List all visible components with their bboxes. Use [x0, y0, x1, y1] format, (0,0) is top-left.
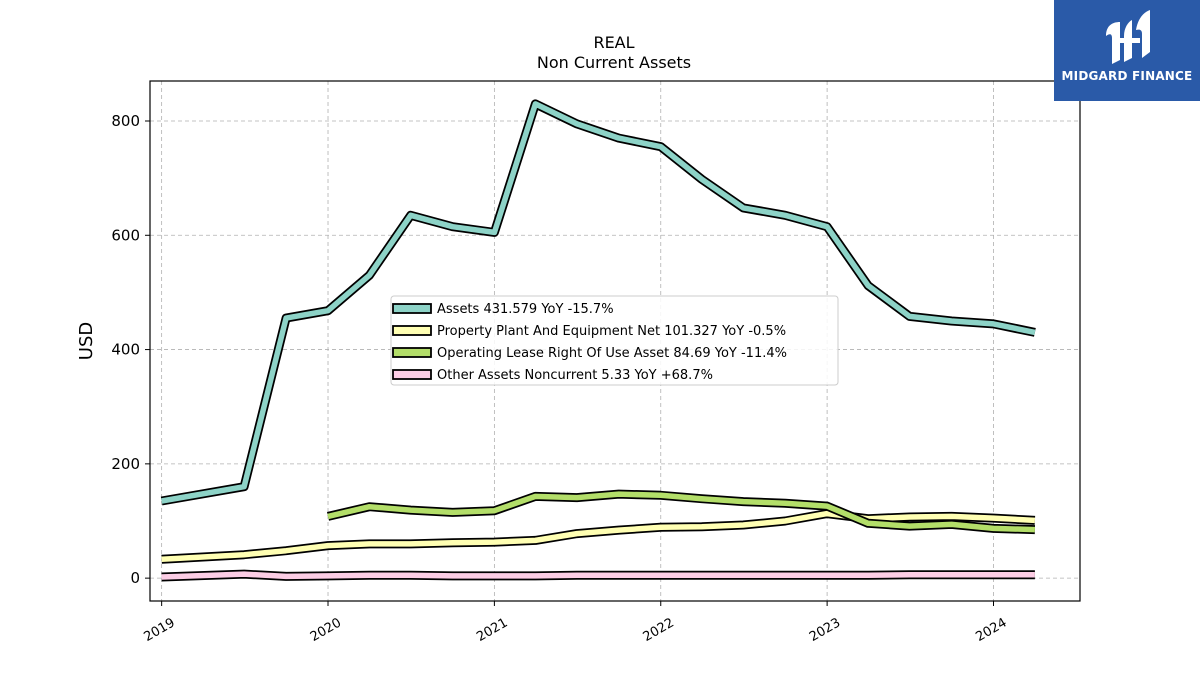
- legend-label-2: Operating Lease Right Of Use Asset 84.69…: [437, 346, 787, 361]
- y-tick-label: 800: [111, 112, 140, 130]
- y-tick-label: 0: [130, 569, 140, 587]
- x-tick-label: 2024: [973, 615, 1009, 645]
- x-tick-label: 2020: [308, 615, 344, 645]
- legend: Assets 431.579 YoY -15.7% Property Plant …: [390, 295, 839, 386]
- x-axis-ticks: 2019 2020 2021 2022 2023 2024: [141, 601, 1009, 645]
- x-tick-label: 2022: [641, 615, 677, 645]
- y-axis-ticks: 0 200 400 600 800: [111, 112, 150, 587]
- plot-area-frame: [149, 80, 1081, 602]
- legend-box: [390, 295, 839, 386]
- y-tick-label: 600: [111, 226, 140, 244]
- legend-label-1: Property Plant And Equipment Net 101.327…: [437, 324, 786, 339]
- series-lines: [160, 99, 1036, 582]
- legend-label-3: Other Assets Noncurrent 5.33 YoY +68.7%: [437, 368, 713, 383]
- logo-text: MIDGARD FINANCE: [1061, 69, 1193, 83]
- y-axis-label: USD: [76, 322, 97, 360]
- x-tick-label: 2023: [807, 615, 843, 645]
- series-line-0: [161, 101, 1036, 504]
- x-tick-label: 2019: [141, 615, 177, 645]
- chart-subtitle: Non Current Assets: [537, 53, 691, 72]
- series-line-3: [161, 571, 1035, 580]
- y-tick-label: 200: [111, 455, 140, 473]
- legend-label-0: Assets 431.579 YoY -15.7%: [437, 302, 614, 317]
- legend-swatch-3: [392, 369, 432, 380]
- x-tick-label: 2021: [474, 615, 510, 645]
- y-tick-label: 400: [111, 341, 140, 359]
- series-line-1: [161, 510, 1036, 563]
- legend-swatch-1: [392, 325, 432, 336]
- legend-swatch-2: [392, 347, 432, 358]
- legend-swatch-0: [392, 303, 432, 314]
- chart-title: REAL: [593, 33, 634, 52]
- logo-mark-icon: [1106, 10, 1150, 64]
- midgard-finance-logo: MIDGARD FINANCE: [1054, 0, 1200, 101]
- series-line-2: [327, 491, 1035, 533]
